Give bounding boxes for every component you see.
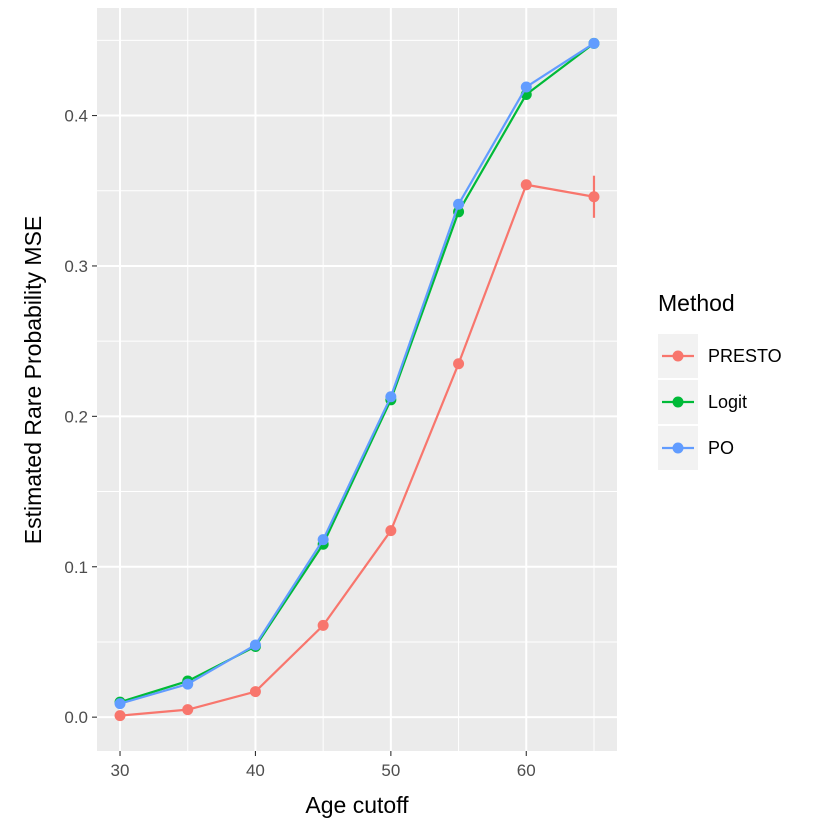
point-po [317, 534, 329, 546]
x-axis-title: Age cutoff [305, 792, 409, 818]
legend-key-point [672, 442, 684, 454]
point-presto [249, 686, 261, 698]
point-presto [317, 619, 329, 631]
x-tick-label: 30 [111, 761, 130, 780]
legend-key-point [672, 396, 684, 408]
x-tick-label: 50 [381, 761, 400, 780]
point-presto [453, 358, 465, 370]
y-tick-label: 0.0 [64, 708, 88, 727]
y-tick-label: 0.1 [64, 558, 88, 577]
x-axis: 30 40 50 60 [111, 751, 536, 780]
point-po [453, 198, 465, 210]
y-tick-label: 0.2 [64, 407, 88, 426]
y-tick-label: 0.4 [64, 107, 88, 126]
point-presto [520, 179, 532, 191]
point-po [588, 37, 600, 49]
series-line-presto [119, 183, 595, 717]
legend-label-logit: Logit [708, 392, 747, 412]
point-presto [182, 704, 194, 716]
point-presto [385, 525, 397, 537]
point-po [520, 81, 532, 93]
point-po [182, 678, 194, 690]
legend-item-po: PO [658, 426, 734, 470]
y-axis-title: Estimated Rare Probability MSE [20, 216, 46, 545]
x-tick-label: 60 [517, 761, 536, 780]
series-layer [114, 37, 600, 722]
y-tick-label: 0.3 [64, 257, 88, 276]
legend-key-point [672, 350, 684, 362]
point-po [114, 698, 126, 710]
series-line-po [119, 42, 595, 705]
legend-title: Method [658, 290, 735, 316]
legend-label-po: PO [708, 438, 734, 458]
y-axis: 0.0 0.1 0.2 0.3 0.4 [64, 107, 97, 727]
legend-item-logit: Logit [658, 380, 747, 424]
point-presto [114, 710, 126, 722]
point-po [385, 391, 397, 403]
legend-label-presto: PRESTO [708, 346, 782, 366]
legend-item-presto: PRESTO [658, 334, 782, 378]
series-po [114, 37, 600, 710]
legend: Method PRESTO Logit PO [658, 290, 782, 470]
series-presto [114, 175, 600, 722]
series-line-logit [119, 42, 595, 704]
x-tick-label: 40 [246, 761, 265, 780]
point-po [249, 639, 261, 651]
grid-minor [97, 8, 617, 751]
grid-major [97, 8, 617, 751]
plot-panel [97, 8, 617, 751]
point-presto [588, 191, 600, 203]
